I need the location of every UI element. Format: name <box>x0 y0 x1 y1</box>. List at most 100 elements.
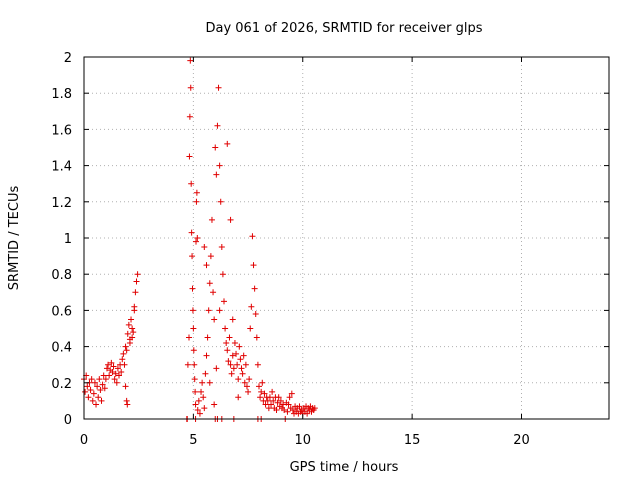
data-point <box>108 359 115 366</box>
data-point <box>285 401 292 408</box>
x-tick-label: 5 <box>189 433 197 448</box>
data-point <box>256 383 262 390</box>
data-point <box>186 153 193 160</box>
data-point <box>202 370 209 377</box>
axis-ticks: 0 5 10 15 20 0 0.2 0.4 0.6 0.8 1 1.2 1.4 1.6 1.8 2 <box>51 51 609 448</box>
data-point <box>100 372 107 379</box>
y-tick-label: 0.4 <box>51 341 72 356</box>
data-point <box>103 365 110 372</box>
data-point <box>218 244 225 251</box>
data-point <box>190 347 197 354</box>
data-point <box>280 401 287 408</box>
data-point <box>261 390 268 397</box>
data-point <box>114 365 121 372</box>
data-point <box>227 361 234 368</box>
data-point <box>281 406 288 413</box>
data-point <box>193 189 200 196</box>
data-point <box>245 388 252 395</box>
data-point <box>233 350 240 357</box>
data-point <box>102 376 109 383</box>
chart-title: Day 061 of 2026, SRMTID for receiver glp… <box>205 21 482 36</box>
data-point <box>243 383 250 390</box>
data-point <box>284 408 291 415</box>
data-point <box>258 388 265 395</box>
y-tick-label: 1.6 <box>51 123 72 138</box>
data-point <box>246 376 253 383</box>
data-point <box>234 361 241 368</box>
data-point <box>105 361 112 368</box>
data-point <box>206 280 213 287</box>
data-point <box>227 216 234 223</box>
data-point <box>229 352 236 359</box>
data-point <box>206 379 213 386</box>
x-axis-title: GPS time / hours <box>290 460 399 475</box>
data-point <box>214 122 221 129</box>
data-point <box>89 397 96 404</box>
data-point <box>203 262 210 269</box>
y-tick-label: 0.8 <box>51 268 72 283</box>
data-point <box>252 311 259 318</box>
data-point <box>195 397 202 404</box>
data-point <box>132 289 139 296</box>
data-point <box>122 343 129 350</box>
data-point <box>223 339 230 346</box>
data-point <box>189 285 196 292</box>
data-point <box>216 162 223 169</box>
data-point <box>94 383 101 390</box>
data-point <box>224 140 231 147</box>
data-point <box>189 253 196 260</box>
y-tick-label: 2 <box>64 51 72 66</box>
data-point <box>98 397 105 404</box>
data-point <box>251 285 258 292</box>
data-point <box>250 262 257 269</box>
data-point <box>253 334 260 341</box>
data-point <box>124 330 131 337</box>
data-point <box>109 368 116 375</box>
data-point <box>231 339 238 346</box>
data-point <box>201 244 208 251</box>
plot-frame <box>83 56 610 420</box>
data-point <box>121 361 128 368</box>
data-point <box>241 379 248 386</box>
data-point <box>91 379 98 386</box>
data-point <box>90 390 97 397</box>
data-point <box>222 325 229 332</box>
data-point <box>265 405 272 412</box>
data-point <box>120 350 127 357</box>
data-point <box>193 198 200 205</box>
grid-lines <box>84 57 609 419</box>
data-point <box>207 253 214 260</box>
data-point <box>116 372 122 379</box>
data-point <box>186 113 193 120</box>
data-point <box>186 334 192 341</box>
data-point <box>190 325 197 332</box>
data-point <box>311 405 318 412</box>
data-point <box>216 307 223 314</box>
data-point <box>191 376 198 383</box>
x-tick-label: 15 <box>404 433 421 448</box>
y-tick-label: 0.6 <box>51 304 72 319</box>
data-point <box>219 271 226 278</box>
data-point <box>205 307 212 314</box>
x-tick-label: 20 <box>513 433 530 448</box>
data-point <box>296 403 303 410</box>
data-point <box>188 180 195 187</box>
data-point <box>123 347 130 354</box>
y-tick-label: 0.2 <box>51 377 72 392</box>
data-point <box>230 365 237 372</box>
data-point <box>270 397 277 404</box>
data-point <box>187 57 194 64</box>
data-point <box>125 321 132 328</box>
data-point <box>277 397 284 404</box>
data-point <box>113 379 120 386</box>
data-point <box>134 271 141 278</box>
data-point <box>211 401 218 408</box>
data-point <box>242 361 249 368</box>
data-point <box>236 343 243 350</box>
data-point <box>106 372 113 379</box>
data-point <box>224 347 231 354</box>
data-point <box>240 352 247 359</box>
data-point <box>129 334 136 341</box>
data-point <box>210 289 217 296</box>
data-point <box>259 379 266 386</box>
